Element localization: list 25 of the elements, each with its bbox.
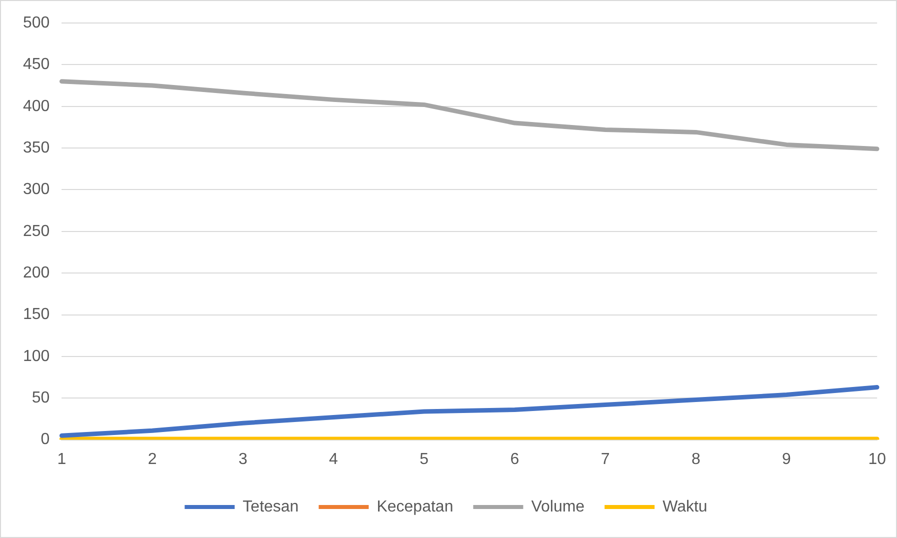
legend-label: Tetesan — [242, 498, 299, 516]
y-tick-label: 500 — [22, 14, 50, 32]
x-tick-label: 5 — [420, 450, 429, 468]
x-tick-label: 10 — [868, 450, 886, 468]
x-tick-label: 6 — [510, 450, 520, 468]
x-tick-label: 8 — [691, 450, 700, 468]
y-tick-label: 300 — [22, 181, 50, 198]
x-tick-label: 9 — [782, 450, 792, 468]
y-tick-label: 450 — [22, 56, 50, 74]
x-tick-label: 7 — [600, 450, 610, 468]
y-tick-label: 100 — [22, 348, 50, 365]
legend-label: Waktu — [662, 498, 708, 516]
y-tick-label: 0 — [40, 431, 50, 448]
y-tick-label: 250 — [22, 222, 50, 240]
x-tick-label: 2 — [148, 450, 157, 468]
legend-label: Kecepatan — [376, 498, 454, 516]
x-tick-label: 4 — [329, 450, 338, 468]
y-tick-label: 400 — [22, 98, 50, 115]
x-tick-label: 3 — [238, 450, 248, 468]
y-tick-label: 50 — [32, 390, 50, 407]
x-tick-label: 1 — [57, 450, 66, 468]
y-tick-label: 350 — [22, 139, 50, 156]
legend-label: Volume — [531, 498, 585, 516]
y-tick-label: 150 — [22, 306, 50, 324]
y-tick-label: 200 — [22, 264, 50, 282]
